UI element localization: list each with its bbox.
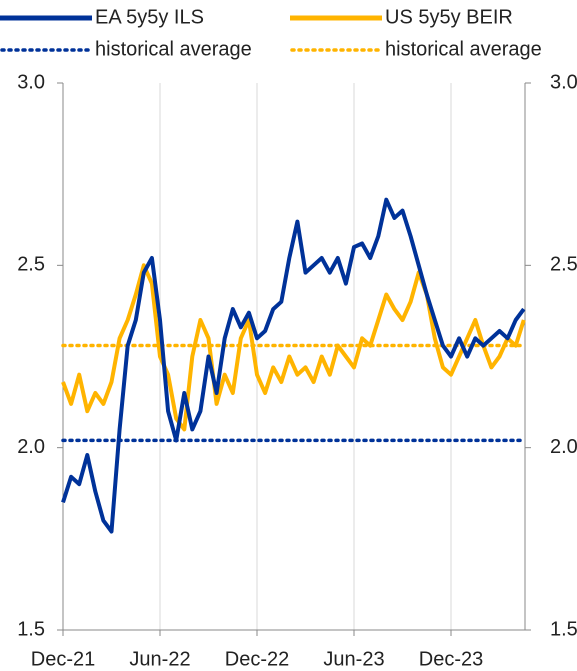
y-tick-label: 1.5 bbox=[17, 618, 45, 640]
y2-tick-label: 1.5 bbox=[550, 618, 577, 640]
legend-label: US 5y5y BEIR bbox=[385, 6, 513, 28]
x-tick-label: Jun-22 bbox=[129, 648, 190, 670]
legend-label: historical average bbox=[385, 38, 542, 60]
y2-tick-label: 3.0 bbox=[550, 71, 577, 93]
legend-label: historical average bbox=[95, 38, 252, 60]
legend-label: EA 5y5y ILS bbox=[95, 6, 204, 28]
x-tick-label: Dec-21 bbox=[31, 648, 95, 670]
y-tick-label: 2.5 bbox=[17, 254, 45, 276]
x-tick-label: Dec-22 bbox=[225, 648, 289, 670]
series-line bbox=[61, 197, 526, 534]
series-line bbox=[61, 263, 526, 432]
y-tick-label: 3.0 bbox=[17, 71, 45, 93]
x-tick-label: Jun-23 bbox=[323, 648, 384, 670]
y-tick-label: 2.0 bbox=[17, 436, 45, 458]
y2-tick-label: 2.5 bbox=[550, 254, 577, 276]
x-tick-label: Dec-23 bbox=[419, 648, 483, 670]
y2-tick-label: 2.0 bbox=[550, 436, 577, 458]
